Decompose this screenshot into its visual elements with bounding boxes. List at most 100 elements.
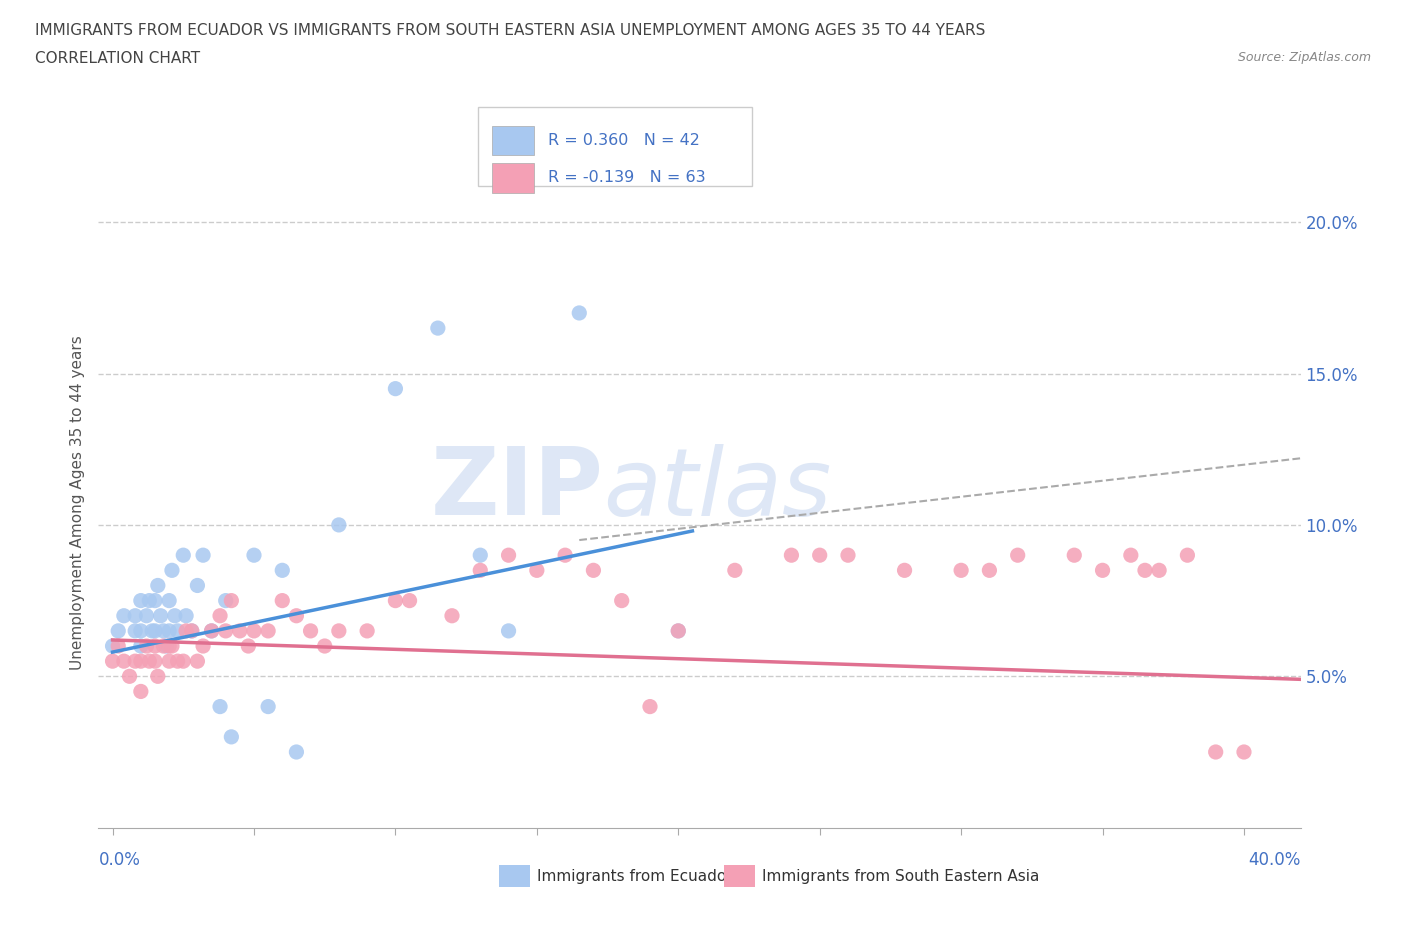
Text: Source: ZipAtlas.com: Source: ZipAtlas.com: [1237, 51, 1371, 64]
Point: [138, 654, 160, 669]
Point: [101, 654, 124, 669]
Text: R = -0.139   N = 63: R = -0.139 N = 63: [548, 170, 706, 185]
Point: [1063, 548, 1085, 563]
Point: [141, 623, 163, 638]
Point: [174, 608, 197, 623]
Point: [554, 548, 576, 563]
Text: ZIP: ZIP: [430, 444, 603, 535]
Point: [172, 654, 194, 669]
Point: [107, 623, 129, 638]
Point: [229, 623, 252, 638]
Point: [666, 623, 689, 638]
Point: [143, 623, 166, 638]
Point: [112, 654, 135, 669]
Text: R = 0.360   N = 42: R = 0.360 N = 42: [548, 133, 700, 148]
Point: [191, 639, 214, 654]
Point: [200, 623, 222, 638]
Point: [200, 623, 222, 638]
Point: [138, 593, 160, 608]
Point: [257, 623, 280, 638]
Point: [129, 593, 152, 608]
Point: [215, 593, 238, 608]
Point: [124, 654, 146, 669]
Point: [143, 639, 166, 654]
Point: [638, 699, 661, 714]
Point: [498, 548, 520, 563]
Point: [979, 563, 1001, 578]
Point: [146, 578, 169, 593]
Point: [1119, 548, 1142, 563]
Point: [143, 654, 166, 669]
Point: [582, 563, 605, 578]
Point: [112, 608, 135, 623]
Point: [186, 578, 208, 593]
Text: atlas: atlas: [603, 444, 831, 535]
Point: [440, 608, 463, 623]
Point: [384, 593, 406, 608]
Point: [157, 623, 180, 638]
Point: [285, 608, 308, 623]
Point: [160, 563, 183, 578]
Text: 0.0%: 0.0%: [98, 851, 141, 870]
Point: [426, 321, 449, 336]
Point: [328, 517, 350, 532]
Point: [271, 563, 294, 578]
Point: [285, 745, 308, 760]
Y-axis label: Unemployment Among Ages 35 to 44 years: Unemployment Among Ages 35 to 44 years: [69, 335, 84, 670]
Point: [1091, 563, 1114, 578]
Point: [191, 548, 214, 563]
Point: [157, 593, 180, 608]
Point: [1147, 563, 1170, 578]
Text: Immigrants from South Eastern Asia: Immigrants from South Eastern Asia: [762, 869, 1039, 883]
Point: [724, 563, 747, 578]
Point: [221, 593, 243, 608]
Point: [243, 548, 266, 563]
Point: [666, 623, 689, 638]
Point: [568, 306, 591, 321]
Point: [101, 639, 124, 654]
Point: [837, 548, 859, 563]
Point: [257, 699, 280, 714]
Point: [808, 548, 831, 563]
Point: [152, 639, 174, 654]
Point: [209, 699, 232, 714]
Point: [356, 623, 378, 638]
Point: [180, 623, 202, 638]
Point: [271, 593, 294, 608]
Point: [398, 593, 420, 608]
Text: CORRELATION CHART: CORRELATION CHART: [35, 51, 200, 66]
Point: [209, 608, 232, 623]
Point: [238, 639, 260, 654]
Point: [243, 623, 266, 638]
Point: [149, 608, 172, 623]
Point: [160, 639, 183, 654]
Point: [146, 669, 169, 684]
Point: [893, 563, 915, 578]
Point: [180, 623, 202, 638]
Point: [155, 639, 177, 654]
Point: [118, 669, 141, 684]
Point: [328, 623, 350, 638]
Point: [163, 608, 186, 623]
Point: [166, 654, 188, 669]
Point: [1177, 548, 1199, 563]
Point: [384, 381, 406, 396]
Point: [470, 548, 492, 563]
Point: [157, 654, 180, 669]
Point: [152, 623, 174, 638]
Point: [1133, 563, 1156, 578]
Text: IMMIGRANTS FROM ECUADOR VS IMMIGRANTS FROM SOUTH EASTERN ASIA UNEMPLOYMENT AMONG: IMMIGRANTS FROM ECUADOR VS IMMIGRANTS FR…: [35, 23, 986, 38]
Point: [314, 639, 336, 654]
Point: [135, 639, 157, 654]
Point: [526, 563, 548, 578]
Point: [470, 563, 492, 578]
Point: [1205, 745, 1227, 760]
Point: [166, 623, 188, 638]
Point: [221, 729, 243, 744]
Point: [172, 548, 194, 563]
Point: [124, 623, 146, 638]
Point: [143, 593, 166, 608]
Point: [135, 608, 157, 623]
Point: [950, 563, 973, 578]
Point: [174, 623, 197, 638]
